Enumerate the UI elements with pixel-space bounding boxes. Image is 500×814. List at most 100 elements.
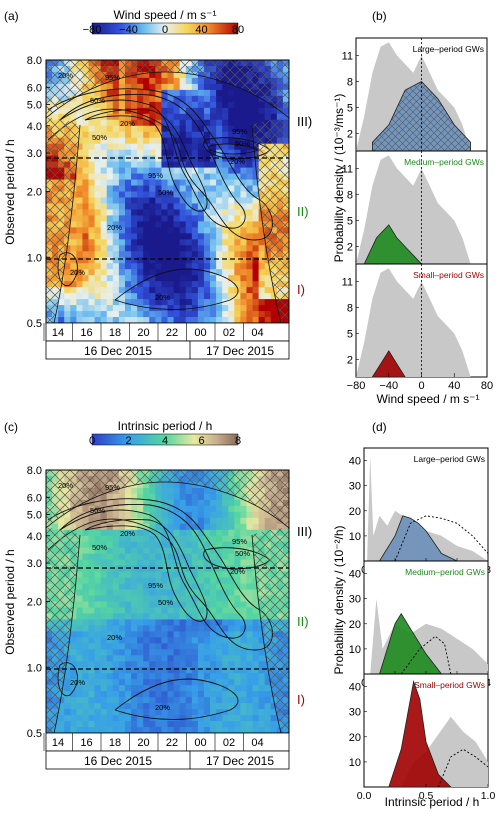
heat-cell xyxy=(258,233,266,240)
heat-cell xyxy=(76,601,83,608)
ytick-label: 4.0 xyxy=(27,531,42,543)
heat-cell xyxy=(222,293,229,300)
heat-cell xyxy=(155,709,162,716)
heat-cell xyxy=(258,715,266,722)
heat-cell xyxy=(143,275,150,282)
heat-cell xyxy=(185,305,193,312)
heat-cell xyxy=(191,197,199,204)
heat-cell xyxy=(173,715,181,722)
heat-cell xyxy=(131,643,138,650)
heat-cell xyxy=(216,209,223,216)
heat-cell xyxy=(94,673,102,680)
heat-cell xyxy=(258,269,266,276)
heat-cell xyxy=(137,269,144,276)
heat-cell xyxy=(64,317,71,323)
heat-cell xyxy=(228,203,235,210)
heat-cell xyxy=(137,143,144,151)
heat-cell xyxy=(118,517,126,525)
heat-cell xyxy=(222,499,229,507)
heat-cell xyxy=(222,95,229,103)
heat-cell xyxy=(76,251,83,258)
heat-cell xyxy=(94,305,102,312)
heat-cell xyxy=(137,703,144,710)
xtick-label: 02 xyxy=(223,737,235,749)
hatch-region xyxy=(46,470,289,528)
heat-cell xyxy=(137,601,144,608)
heat-cell xyxy=(131,661,138,668)
heat-cell xyxy=(258,257,266,264)
heat-cell xyxy=(197,215,205,222)
heat-cell xyxy=(137,317,144,323)
heat-cell xyxy=(143,281,150,288)
heat-cell xyxy=(167,299,174,306)
heat-cell xyxy=(124,89,132,97)
heat-cell xyxy=(264,281,272,288)
heat-cell xyxy=(264,517,272,525)
heat-cell xyxy=(70,287,77,294)
heat-cell xyxy=(82,239,89,246)
heat-cell xyxy=(216,77,223,85)
heat-cell xyxy=(76,637,83,644)
heat-cell xyxy=(203,173,211,180)
heat-cell xyxy=(94,523,102,531)
heat-cell xyxy=(246,541,253,549)
heat-cell xyxy=(137,95,144,103)
heat-cell xyxy=(70,619,77,626)
heat-cell xyxy=(240,547,247,555)
heat-cell xyxy=(149,197,156,204)
heat-cell xyxy=(118,221,126,228)
heat-cell xyxy=(124,499,132,507)
heat-cell xyxy=(185,661,193,668)
heat-cell xyxy=(167,577,174,584)
xtick-label: −80 xyxy=(347,380,366,392)
heat-cell xyxy=(106,685,114,692)
heat-cell xyxy=(149,251,156,258)
date-label: 16 Dec 2015 xyxy=(84,754,152,768)
heat-cell xyxy=(76,311,83,318)
heat-cell xyxy=(118,179,126,186)
heat-cell xyxy=(240,709,247,716)
heat-cell xyxy=(112,505,120,513)
heat-cell xyxy=(100,589,108,596)
heat-cell xyxy=(191,233,199,240)
heat-cell xyxy=(216,715,223,722)
heat-cell xyxy=(240,505,247,513)
heat-cell xyxy=(246,523,253,531)
heat-cell xyxy=(137,233,144,240)
heat-cell xyxy=(210,631,217,638)
heat-cell xyxy=(246,715,253,722)
heat-cell xyxy=(58,709,65,716)
heat-cell xyxy=(179,209,187,216)
heat-cell xyxy=(106,661,114,668)
contour-label: 50% xyxy=(90,96,105,105)
heat-cell xyxy=(100,149,108,157)
heat-cell xyxy=(149,493,156,501)
heat-cell xyxy=(88,685,96,692)
heat-cell xyxy=(264,107,272,115)
heat-cell xyxy=(185,251,193,258)
heat-cell xyxy=(252,697,260,704)
heat-cell xyxy=(131,95,138,103)
heat-cell xyxy=(112,595,120,602)
heat-cell xyxy=(100,541,108,549)
heat-cell xyxy=(143,215,150,222)
heat-cell xyxy=(185,709,193,716)
heat-cell xyxy=(252,589,260,596)
heat-cell xyxy=(191,607,199,614)
heat-cell xyxy=(185,601,193,608)
heat-cell xyxy=(173,203,181,210)
heat-cell xyxy=(161,203,168,210)
heat-cell xyxy=(88,185,96,192)
heat-cell xyxy=(173,547,181,555)
heat-cell xyxy=(124,583,132,590)
heat-cell xyxy=(191,149,199,157)
heat-cell xyxy=(106,209,114,216)
heat-cell xyxy=(149,149,156,157)
heat-cell xyxy=(197,691,205,698)
heat-cell xyxy=(203,523,211,531)
heat-cell xyxy=(112,691,120,698)
heat-cell xyxy=(112,119,120,127)
subplot-title: Medium–period GWs xyxy=(404,157,484,167)
heat-cell xyxy=(252,655,260,662)
heat-cell xyxy=(88,119,96,127)
